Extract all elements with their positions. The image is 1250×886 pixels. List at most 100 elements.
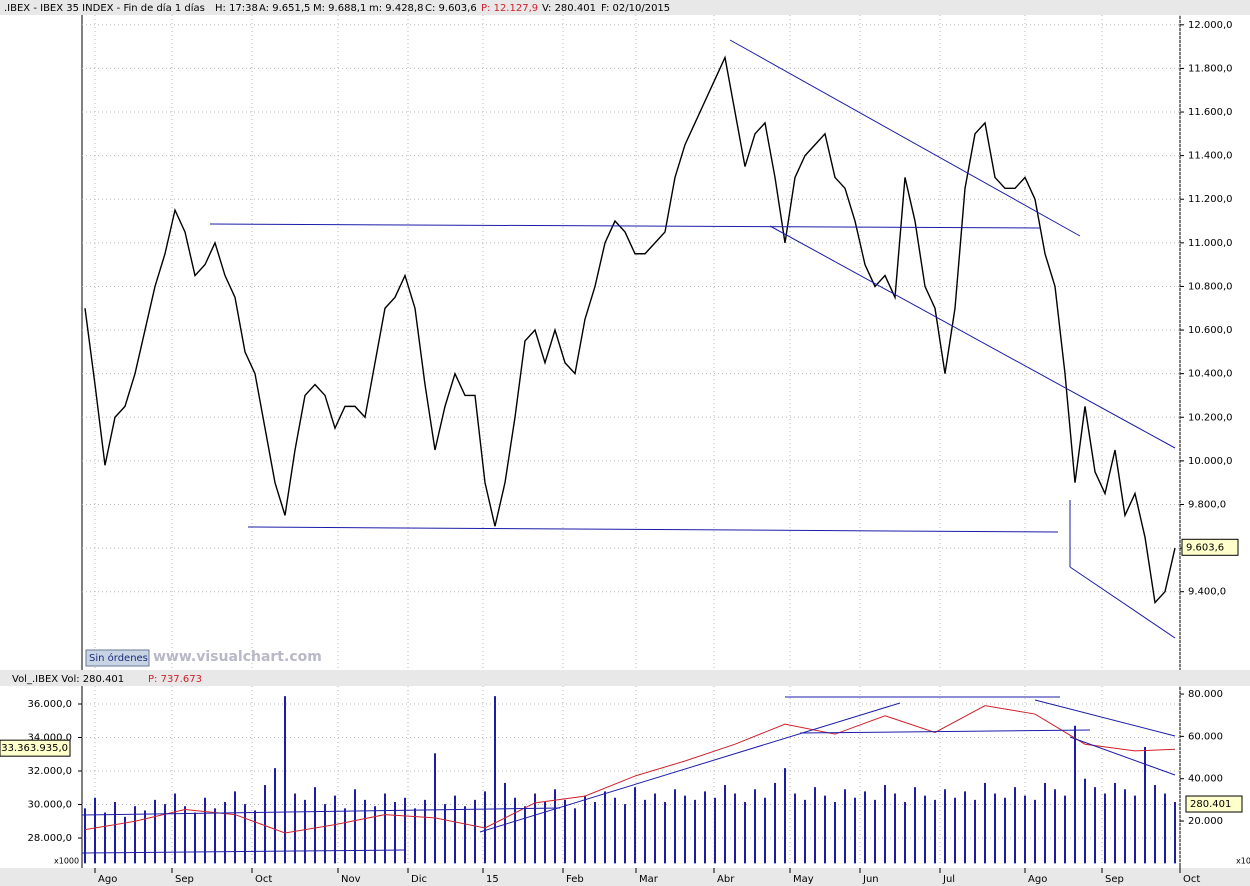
- volume-bar: [774, 782, 776, 864]
- volume-bar: [404, 797, 406, 864]
- volume-bar: [654, 793, 656, 864]
- volume-bar: [154, 799, 156, 864]
- volume-bar: [334, 795, 336, 864]
- trend-lines: [81, 39, 1176, 854]
- volume-bar: [144, 810, 146, 864]
- volume-bar: [734, 793, 736, 864]
- volume-bar: [674, 789, 676, 864]
- trend-line: [729, 39, 1081, 237]
- volume-bar: [274, 768, 276, 864]
- volume-bar: [924, 795, 926, 864]
- volume-bar: [394, 801, 396, 864]
- x-tick-label: Jun: [862, 874, 879, 885]
- x-tick-label: Ago: [98, 874, 117, 885]
- volume-bar: [724, 785, 726, 864]
- x-tick-label: Oct: [255, 874, 272, 885]
- volume-bar: [344, 808, 346, 864]
- y-tick-label: 12.000,0: [1188, 20, 1233, 31]
- y-tick-label: 11.400,0: [1188, 151, 1233, 162]
- volume-bar: [294, 793, 296, 864]
- volume-bar: [854, 797, 856, 864]
- volume-bar: [444, 804, 446, 864]
- volume-bar: [104, 812, 106, 864]
- panel-separator: [0, 670, 1250, 686]
- volume-bar: [944, 789, 946, 864]
- volume-bar: [824, 795, 826, 864]
- volume-bar: [1134, 795, 1136, 864]
- volume-bar: [624, 804, 626, 864]
- trend-line: [1069, 736, 1176, 776]
- volume-bar: [494, 696, 496, 864]
- header-date: F: 02/10/2015: [601, 3, 670, 14]
- volume-bar: [284, 696, 286, 864]
- volume-header-p: P: 737.673: [148, 674, 202, 685]
- trend-line: [1034, 699, 1176, 737]
- trend-line: [479, 702, 901, 833]
- orders-button[interactable]: [85, 649, 150, 667]
- volume-bar: [384, 793, 386, 864]
- y-tick-label: 10.000,0: [1188, 456, 1233, 467]
- x-tick-label: Sep: [1105, 874, 1124, 885]
- trend-line: [799, 729, 1091, 734]
- value-marker: [0, 739, 71, 757]
- volume-bar: [514, 797, 516, 864]
- volume-bar: [324, 804, 326, 864]
- volume-bar: [424, 799, 426, 864]
- volume-bar: [664, 801, 666, 864]
- volume-bar: [714, 797, 716, 864]
- volume-bar: [364, 799, 366, 864]
- header-close: C: 9.603,6: [425, 3, 477, 14]
- x-tick-label: Abr: [717, 874, 735, 885]
- volume-bar: [164, 804, 166, 864]
- volume-bar: [1084, 778, 1086, 864]
- y2-tick-label: 40.000: [1188, 774, 1223, 785]
- trend-line: [769, 225, 1176, 449]
- volume-bar: [964, 791, 966, 864]
- trend-line: [209, 223, 1041, 229]
- volume-header: Vol_.IBEX Vol: 280.401: [12, 674, 124, 685]
- volume-bar: [1094, 787, 1096, 864]
- volume-bar: [194, 812, 196, 864]
- volume-bar: [1004, 797, 1006, 864]
- x-tick-label: Sep: [175, 874, 194, 885]
- volume-bar: [134, 806, 136, 864]
- orders-button-label[interactable]: Sin órdenes: [89, 652, 148, 664]
- volume-bar: [644, 799, 646, 864]
- volume-bar: [594, 801, 596, 864]
- volume-bar: [1034, 799, 1036, 864]
- volume-bar: [764, 797, 766, 864]
- value-marker: [1181, 538, 1239, 556]
- y2-tick-label: 80.000: [1188, 689, 1223, 700]
- volume-bar: [224, 801, 226, 864]
- y-tick-label: 10.800,0: [1188, 281, 1233, 292]
- volume-bar: [804, 799, 806, 864]
- volume-bar: [574, 808, 576, 864]
- header-time: H: 17:38: [215, 3, 258, 14]
- scale-note: x1000: [54, 857, 79, 866]
- volume-bar: [1154, 785, 1156, 864]
- volume-bar: [1074, 725, 1076, 864]
- volume-bar: [1164, 793, 1166, 864]
- volume-bar: [984, 782, 986, 864]
- watermark: www.visualchart.com: [153, 649, 322, 665]
- volume-bar: [204, 797, 206, 864]
- volume-bar: [94, 797, 96, 864]
- volume-bar: [794, 793, 796, 864]
- volume-bar: [114, 801, 116, 864]
- volume-bar: [634, 787, 636, 864]
- y-tick-label: 32.000,0: [27, 766, 72, 777]
- indicator-line: [84, 705, 1176, 834]
- volume-bar: [874, 799, 876, 864]
- volume-bar: [564, 799, 566, 864]
- volume-bar: [234, 791, 236, 864]
- volume-bar: [484, 791, 486, 864]
- volume-bar: [214, 808, 216, 864]
- volume-bar: [1144, 746, 1146, 864]
- x-tick-label: Jul: [942, 874, 955, 885]
- volume-bar: [1174, 801, 1176, 864]
- x-tick-label: Nov: [341, 874, 361, 885]
- volume-bar: [914, 787, 916, 864]
- volume-bar: [844, 789, 846, 864]
